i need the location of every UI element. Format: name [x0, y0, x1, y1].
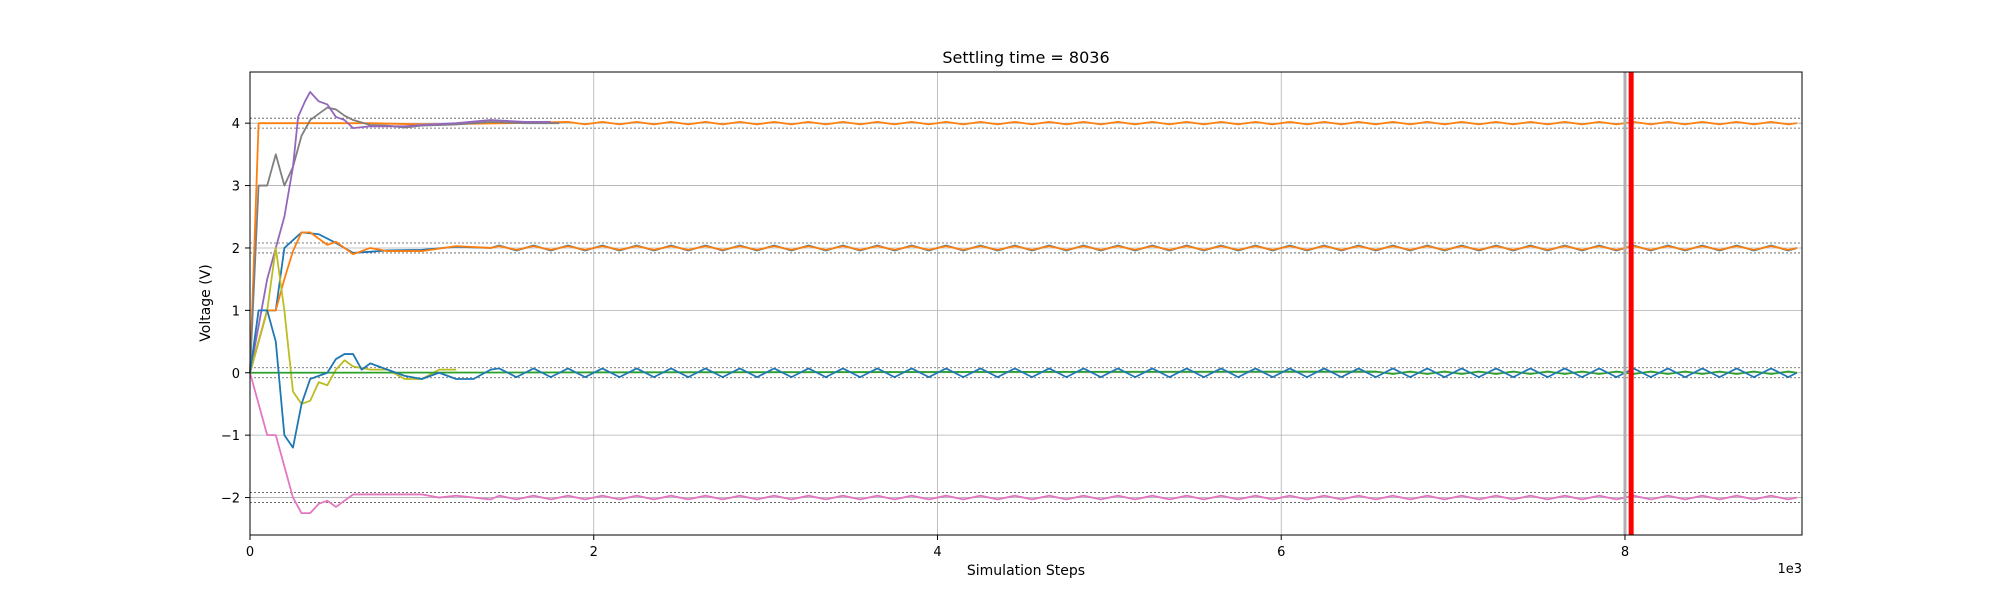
series-line: [249, 370, 1797, 375]
x-tick-label: 6: [1277, 545, 1285, 560]
series-line: [249, 121, 1797, 373]
series-line: [249, 309, 1798, 449]
y-tick-label: 0: [232, 367, 240, 382]
series-line: [249, 231, 1798, 373]
y-tick-label: −2: [221, 492, 240, 507]
y-axis-label: Voltage (V): [198, 264, 214, 341]
series-line: [249, 247, 457, 405]
chart-title: Settling time = 8036: [942, 48, 1109, 67]
y-tick-label: 2: [232, 242, 240, 257]
x-tick-label: 4: [933, 545, 941, 560]
x-axis-offset-text: 1e3: [1777, 562, 1802, 577]
x-tick-label: 2: [590, 545, 598, 560]
y-tick-label: 1: [232, 304, 240, 319]
x-tick-label: 8: [1621, 545, 1629, 560]
axis-ticks: 0 2 4 6 8 −2 −1 0 1 2 3 4: [221, 117, 1629, 560]
data-series: [249, 91, 1798, 515]
x-tick-label: 0: [246, 545, 254, 560]
plot-frame: [249, 71, 1803, 536]
y-tick-label: 4: [232, 117, 240, 132]
y-tick-label: 3: [232, 180, 240, 195]
settling-markers: [1623, 72, 1634, 535]
x-axis-label: Simulation Steps: [967, 563, 1085, 579]
series-line: [249, 372, 1798, 515]
tolerance-bands: [250, 117, 1802, 503]
series-line: [249, 106, 560, 373]
series-line: [249, 91, 551, 373]
y-tick-label: −1: [221, 429, 240, 444]
